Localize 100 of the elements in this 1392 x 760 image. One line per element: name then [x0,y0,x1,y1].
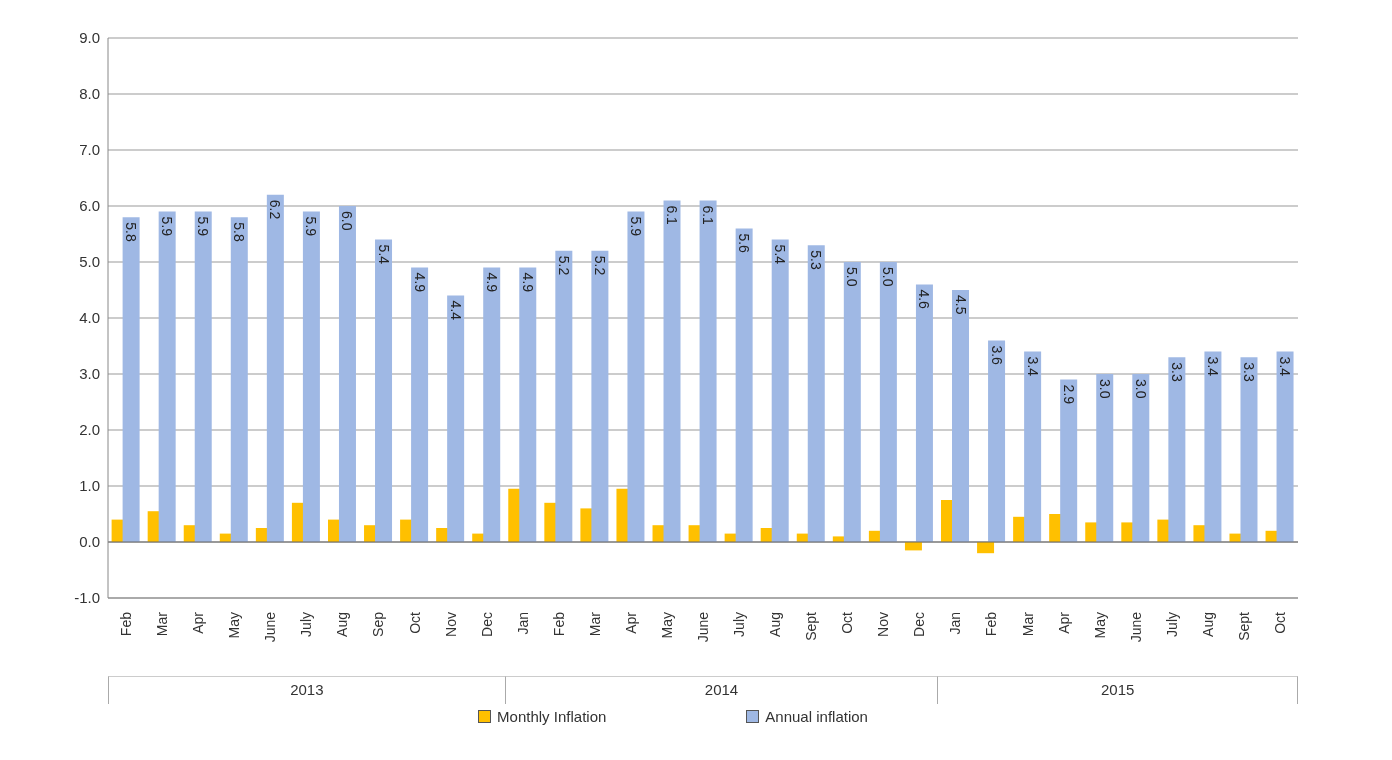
data-label: 5.9 [195,216,212,237]
bar [771,239,789,542]
x-tick-label: June [695,611,711,643]
x-tick-label: Apr [1055,611,1072,634]
y-tick-label: 9.0 [79,29,100,47]
bar [843,262,861,542]
x-tick-label: Feb [550,611,567,637]
bar [338,206,356,542]
bar [1024,351,1042,542]
text: 2014 [504,676,938,704]
data-label: 6.0 [339,211,356,231]
x-tick-label: July [1163,612,1180,637]
bar [411,267,429,542]
x-tick-label: Mar [1019,611,1036,637]
bar [879,262,897,542]
x-tick-label: July [731,612,748,637]
bar [591,250,609,542]
y-tick-label: 0.0 [79,533,100,551]
data-label: 5.0 [880,267,897,287]
data-label: 3.6 [988,345,1005,366]
bar [1060,379,1078,542]
data-label: 5.9 [627,216,644,237]
data-label: 5.8 [123,222,140,242]
y-tick-label: 6.0 [79,197,100,215]
x-tick-label: June [1127,611,1144,643]
bar [952,290,969,542]
legend-label: Annual inflation [764,708,868,725]
y-tick-label: 5.0 [79,253,100,271]
data-label: 4.4 [447,300,464,321]
data-label: 4.9 [519,272,536,293]
bar [1276,351,1294,542]
text: 2015 [937,676,1298,704]
x-tick-label: Nov [875,612,892,637]
data-label: 4.6 [916,289,933,310]
bar [266,194,284,542]
bar [915,284,933,542]
bar [735,228,753,542]
data-label: 5.8 [231,222,248,242]
x-tick-label: May [226,612,243,639]
data-label: 5.2 [591,255,608,276]
bar [375,239,393,542]
x-tick-label: Mar [154,611,171,637]
bar [230,217,248,542]
data-label: 4.5 [952,295,969,315]
bar [699,200,717,542]
x-tick-label: Apr [190,611,207,634]
x-tick-label: Dec [478,612,495,637]
bar [988,340,1006,542]
data-label: 5.2 [555,255,572,276]
y-tick-label: -1.0 [74,589,100,607]
x-tick-label: Sept [1235,611,1252,641]
data-label: 5.9 [303,216,320,237]
y-tick-label: 7.0 [79,141,100,159]
y-tick-label: 1.0 [79,477,100,495]
x-tick-label: May [658,612,675,639]
data-label: 5.3 [808,250,825,270]
data-label: 5.4 [375,244,392,265]
x-tick-label: Apr [622,611,639,634]
bar [807,245,825,542]
bar [1168,357,1186,542]
data-label: 4.9 [411,272,428,293]
bar [1096,374,1114,542]
x-tick-label: Aug [334,612,351,637]
x-tick-label: Feb [118,611,135,637]
bar [1132,374,1150,542]
bar [302,211,320,542]
bar [627,211,645,542]
y-tick-label: 4.0 [79,309,100,327]
x-tick-label: July [298,612,315,637]
bar [447,295,465,542]
data-label: 2.9 [1060,384,1077,405]
data-label: 3.3 [1240,362,1257,382]
x-tick-label: Jan [947,612,964,635]
data-label: 5.9 [159,216,176,237]
data-label: 5.6 [736,233,753,254]
x-tick-label: Aug [1199,612,1216,637]
x-tick-label: Sept [803,611,820,641]
data-label: 4.9 [483,272,500,293]
y-tick-label: 3.0 [79,365,100,383]
x-tick-label: Oct [406,611,423,634]
data-label: 3.4 [1277,356,1294,377]
bar [663,200,681,542]
data-label: 5.4 [772,244,789,265]
x-tick-label: June [262,611,279,643]
bar [519,267,537,542]
y-tick-label: 2.0 [79,421,100,439]
data-label: 3.3 [1168,362,1185,382]
x-tick-label: Oct [839,611,856,634]
data-label: 3.0 [1096,379,1113,399]
x-tick-label: Dec [911,612,928,637]
y-tick-label: 8.0 [79,85,100,103]
text: 2013 [108,676,505,704]
x-tick-label: Oct [1271,611,1288,634]
bar [555,250,573,542]
bar [483,267,501,542]
x-tick-label: Nov [442,612,459,637]
bar [1240,357,1258,542]
data-label: 3.4 [1204,356,1221,377]
bar [158,211,176,542]
x-tick-label: Mar [586,611,603,637]
